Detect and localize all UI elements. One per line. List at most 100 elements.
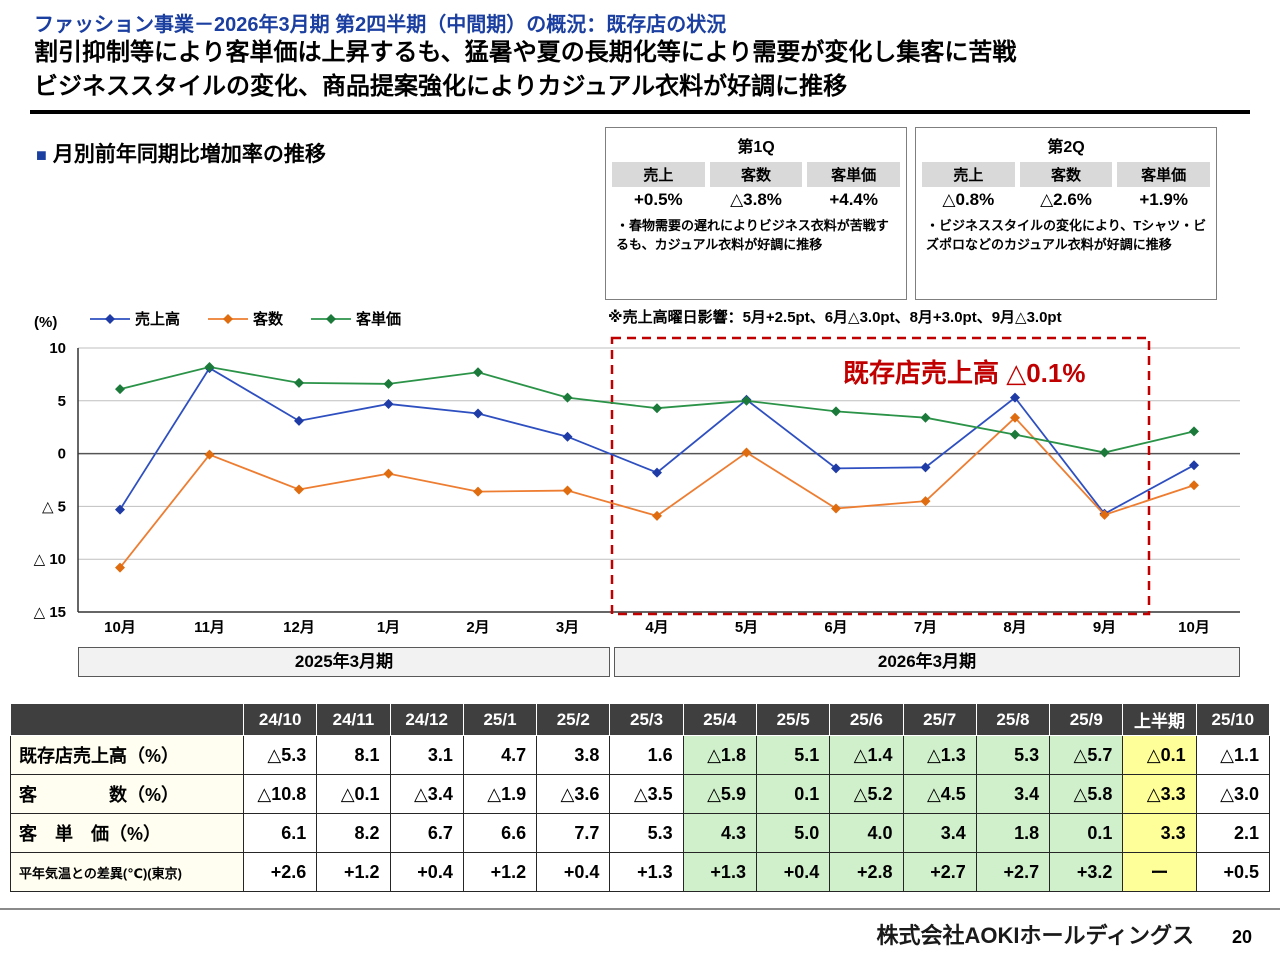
data-point-marker — [1189, 426, 1199, 437]
table-cell: △1.1 — [1195, 735, 1271, 775]
stat-label: 客数 — [1019, 162, 1113, 187]
y-tick-label: △ 10 — [34, 551, 66, 568]
table-cell: 1.6 — [609, 735, 684, 775]
data-point-marker — [115, 384, 125, 395]
table-cell: △10.8 — [242, 774, 318, 814]
table-cell: 5.3 — [975, 735, 1051, 775]
stat-label: 客数 — [709, 162, 803, 187]
x-tick-label: 11月 — [194, 619, 225, 636]
highlight-dashed-box — [610, 336, 1151, 616]
stat-unit-price: 客単価 +4.4% — [807, 162, 901, 211]
table-cell: 4.0 — [829, 813, 904, 853]
table-cell: △5.3 — [242, 735, 318, 775]
column-header: 25/8 — [975, 703, 1051, 736]
stat-value: △0.8% — [942, 190, 995, 209]
stat-unit-price: 客単価 +1.9% — [1117, 162, 1211, 211]
row-label: 客 数（%） — [10, 774, 244, 814]
table-cell: 8.2 — [316, 813, 391, 853]
data-point-marker — [652, 467, 662, 478]
legend-diamond-icon — [311, 313, 352, 324]
line-chart-svg: 10 5 0 △ 5 △ 10 △ 15 10月 11月 12月 1月 2月 3月 4月 5月 6月 7月 8月… — [34, 336, 1240, 636]
table-cell: 4.7 — [462, 735, 538, 775]
table-cell: △1.4 — [829, 735, 904, 775]
legend-diamond-icon — [90, 313, 130, 324]
data-point-marker — [831, 463, 841, 474]
table-cell: △1.9 — [462, 774, 538, 814]
stat-customers: 客数 △2.6% — [1019, 162, 1113, 211]
x-tick-label: 4月 — [645, 619, 668, 636]
stat-label: 客単価 — [807, 162, 901, 187]
column-header: 25/3 — [609, 703, 684, 736]
legend-label: 客数 — [253, 311, 284, 328]
subtitle-line1: 割引抑制等により客単価は上昇するも、猛暑や夏の長期化等により需要が変化し集客に苦… — [34, 39, 1017, 66]
data-point-marker — [920, 496, 931, 507]
table-cell: △3.6 — [536, 774, 611, 814]
table-cell: +1.3 — [682, 852, 757, 892]
quarter-title: 第2Q — [1047, 139, 1085, 156]
quarter-box-q1: 第1Q 売上 +0.5% 客数 △3.8% 客単価 +4.4% ・春物需要の遅れ… — [605, 127, 907, 300]
table-cell: △5.2 — [829, 774, 904, 814]
data-point-marker — [562, 485, 573, 496]
table-cell: 4.3 — [682, 813, 757, 853]
column-header: 24/11 — [316, 703, 391, 736]
quarter-note: ・春物需要の遅れによりビジネス衣料が苦戦するも、カジュアル衣料が好調に推移 — [616, 218, 889, 252]
data-point-marker — [562, 392, 573, 403]
table-cell: 5.1 — [755, 735, 831, 775]
column-header: 25/6 — [829, 703, 904, 736]
data-point-marker — [920, 412, 931, 423]
x-tick-label: 9月 — [1093, 619, 1116, 636]
monthly-data-table: 24/10 24/11 24/12 25/1 25/2 25/3 25/4 25/5 25/6 2… — [10, 703, 1271, 892]
table-cell: +1.3 — [609, 852, 684, 892]
data-point-marker — [652, 510, 662, 521]
legend-label: 客単価 — [356, 311, 402, 328]
stat-value: △3.8% — [730, 190, 782, 209]
table-cell: +2.8 — [829, 852, 904, 892]
table-row: 客 数（%） △10.8 △0.1 △3.4 △1.9 △3.6 △3.5 △5.9 0.1 △5… — [10, 774, 1271, 814]
data-point-marker — [294, 415, 304, 426]
data-point-marker — [383, 398, 394, 409]
table-cell: △3.3 — [1122, 774, 1197, 814]
page-number: 20 — [1231, 927, 1252, 947]
table-cell: 1.8 — [975, 813, 1051, 853]
data-point-marker — [294, 484, 304, 495]
table-row: 平年気温との差異(℃)(東京) +2.6 +1.2 +0.4 +1.2 +0.4 +1.3 +… — [10, 852, 1271, 892]
chart-legend: 売上高 客数 客単価 — [90, 308, 401, 329]
y-tick-label: 10 — [49, 340, 66, 357]
data-point-marker — [115, 504, 125, 515]
table-cell: 3.4 — [975, 774, 1051, 814]
table-cell: +0.4 — [536, 852, 611, 892]
quarter-stats: 売上 △0.8% 客数 △2.6% 客単価 +1.9% — [916, 157, 1216, 213]
series-line — [119, 416, 1195, 569]
x-tick-label: 8月 — [1003, 619, 1026, 636]
column-header: 上半期 — [1122, 703, 1197, 736]
data-point-marker — [204, 362, 215, 373]
table-cell: +0.5 — [1195, 852, 1271, 892]
row-label: 既存店売上高（%） — [10, 735, 244, 775]
x-tick-label: 2月 — [466, 619, 489, 636]
quarter-stats: 売上 +0.5% 客数 △3.8% 客単価 +4.4% — [606, 157, 906, 213]
legend-item: 客単価 — [311, 308, 401, 329]
data-point-marker — [204, 449, 215, 460]
table-cell: 0.1 — [1049, 813, 1124, 853]
table-cell: 2.1 — [1195, 813, 1271, 853]
period-band-fy2026: 2026年3月期 — [614, 647, 1240, 677]
table-cell: 8.1 — [316, 735, 391, 775]
highlight-annotation: 既存店売上高 △0.1% — [843, 358, 1085, 388]
table-cell: △1.3 — [902, 735, 977, 775]
data-point-marker — [652, 403, 662, 414]
table-cell: 3.1 — [389, 735, 464, 775]
stat-customers: 客数 △3.8% — [709, 162, 803, 211]
period-band-fy2025: 2025年3月期 — [78, 647, 610, 677]
series-line — [119, 366, 1195, 515]
table-cell: +3.2 — [1049, 852, 1124, 892]
data-point-marker — [920, 462, 931, 473]
column-header: 25/5 — [755, 703, 831, 736]
y-tick-label: △ 5 — [42, 498, 66, 515]
data-point-marker — [1099, 509, 1110, 520]
column-header: 25/1 — [462, 703, 538, 736]
x-tick-label: 7月 — [914, 619, 937, 636]
data-point-marker — [383, 378, 394, 389]
table-cell: 5.0 — [755, 813, 831, 853]
table-cell: 3.3 — [1122, 813, 1197, 853]
